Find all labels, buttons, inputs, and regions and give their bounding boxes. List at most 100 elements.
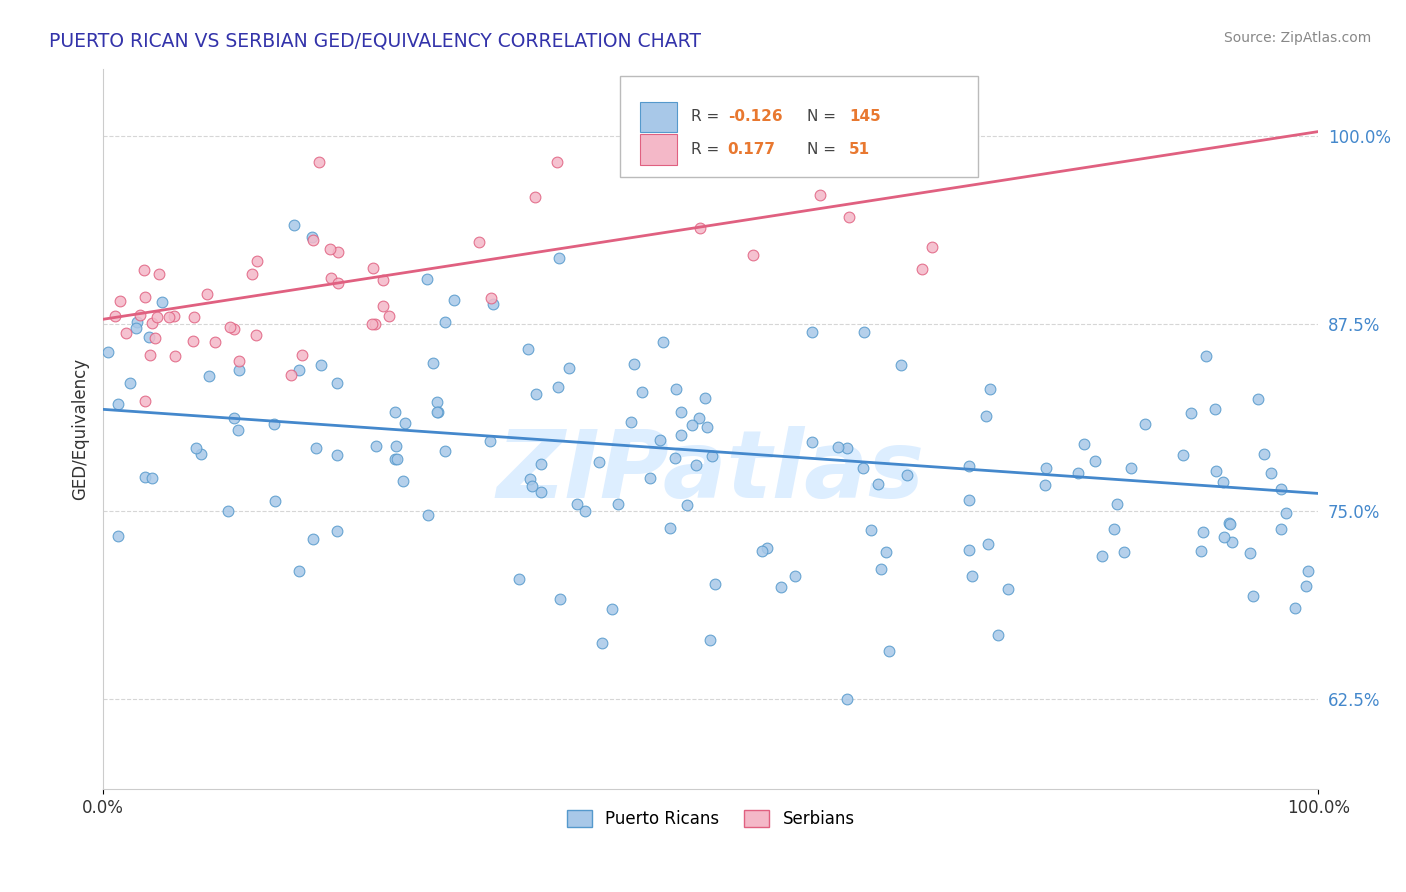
Point	[827, 440, 849, 454]
Point	[478, 434, 501, 448]
Point	[325, 376, 347, 390]
Point	[426, 404, 449, 418]
Point	[159, 310, 181, 324]
Point	[115, 326, 138, 340]
Point	[443, 293, 465, 307]
Point	[523, 190, 546, 204]
Point	[416, 508, 439, 522]
Point	[305, 441, 328, 455]
Point	[195, 287, 218, 301]
Point	[326, 245, 349, 260]
Point	[391, 474, 413, 488]
Point	[1135, 417, 1157, 432]
Point	[1204, 401, 1226, 416]
Point	[1191, 543, 1213, 558]
Point	[676, 499, 699, 513]
Point	[665, 382, 688, 396]
Text: ZIPatlas: ZIPatlas	[496, 426, 925, 518]
Point	[530, 458, 553, 472]
Point	[588, 455, 610, 469]
Point	[280, 368, 302, 383]
Point	[681, 417, 703, 432]
Point	[128, 308, 150, 322]
Point	[547, 252, 569, 266]
Point	[1241, 589, 1264, 603]
Point	[591, 636, 613, 650]
Point	[226, 423, 249, 437]
Text: PUERTO RICAN VS SERBIAN GED/EQUIVALENCY CORRELATION CHART: PUERTO RICAN VS SERBIAN GED/EQUIVALENCY …	[49, 31, 702, 50]
Point	[326, 524, 349, 538]
Point	[107, 529, 129, 543]
Point	[183, 334, 205, 348]
Point	[631, 385, 654, 400]
Text: 51: 51	[849, 142, 870, 157]
Point	[1270, 482, 1292, 496]
Point	[1067, 466, 1090, 480]
Point	[132, 262, 155, 277]
Point	[1212, 530, 1234, 544]
Point	[283, 218, 305, 232]
Point	[146, 310, 169, 325]
Point	[769, 580, 792, 594]
Point	[433, 315, 456, 329]
Point	[558, 360, 581, 375]
Point	[481, 296, 503, 310]
Text: N =: N =	[807, 142, 841, 157]
Point	[1105, 497, 1128, 511]
Point	[163, 310, 186, 324]
Point	[1298, 564, 1320, 578]
Point	[288, 363, 311, 377]
Point	[859, 524, 882, 538]
Point	[519, 472, 541, 486]
Point	[1035, 461, 1057, 475]
Point	[955, 116, 977, 130]
Point	[623, 358, 645, 372]
Point	[107, 397, 129, 411]
Text: N =: N =	[807, 110, 841, 124]
Point	[693, 391, 716, 405]
Point	[974, 409, 997, 423]
Point	[263, 417, 285, 432]
Point	[866, 476, 889, 491]
Point	[650, 434, 672, 448]
Point	[326, 277, 349, 291]
Point	[957, 458, 980, 473]
Point	[291, 348, 314, 362]
Point	[921, 240, 943, 254]
Point	[1270, 523, 1292, 537]
Legend: Puerto Ricans, Serbians: Puerto Ricans, Serbians	[560, 804, 862, 835]
Point	[1247, 392, 1270, 407]
Point	[600, 602, 623, 616]
Point	[468, 235, 491, 249]
Point	[110, 293, 132, 308]
Point	[1205, 464, 1227, 478]
Point	[671, 428, 693, 442]
Point	[1275, 506, 1298, 520]
Point	[186, 441, 208, 455]
Point	[139, 348, 162, 362]
Point	[422, 356, 444, 370]
Point	[877, 644, 900, 658]
Point	[222, 411, 245, 425]
Point	[1114, 545, 1136, 559]
Point	[1091, 549, 1114, 564]
Point	[1180, 406, 1202, 420]
Point	[309, 358, 332, 372]
Point	[1104, 523, 1126, 537]
Point	[508, 572, 530, 586]
Point	[1218, 516, 1240, 531]
Point	[301, 233, 323, 247]
Point	[620, 415, 643, 429]
Point	[1284, 601, 1306, 615]
Y-axis label: GED/Equivalency: GED/Equivalency	[72, 358, 89, 500]
Point	[319, 270, 342, 285]
Point	[516, 342, 538, 356]
Point	[869, 562, 891, 576]
Point	[837, 442, 859, 456]
Point	[364, 317, 387, 331]
Point	[134, 394, 156, 409]
Point	[384, 451, 406, 466]
Point	[240, 267, 263, 281]
Point	[960, 569, 983, 583]
Point	[837, 692, 859, 706]
